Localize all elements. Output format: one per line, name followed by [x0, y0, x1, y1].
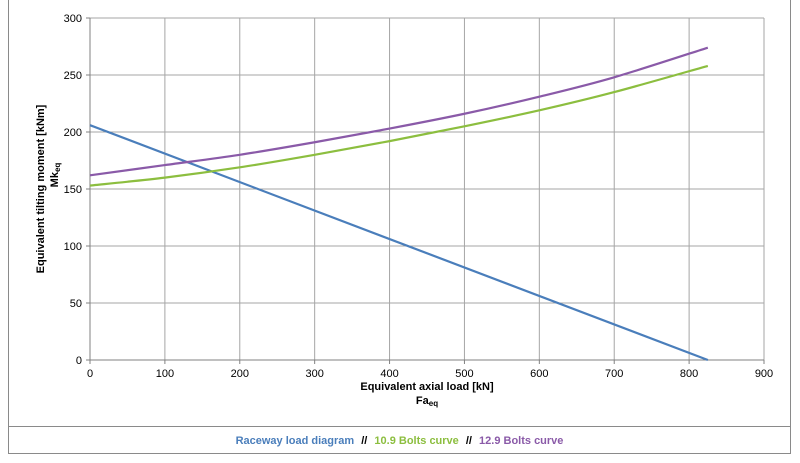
y-tick-label: 0 [76, 355, 82, 367]
x-axis-title: Equivalent axial load [kN] [360, 381, 494, 393]
grid-lines [89, 17, 765, 361]
chart-frame [8, 0, 791, 454]
legend-item-10-9-bolts: 10.9 Bolts curve [374, 435, 459, 447]
series-raceway-load-line [89, 124, 709, 362]
x-axis-symbol: Faeq [416, 395, 438, 408]
y-tick-label: 300 [64, 13, 82, 25]
y-axis-symbol-subscript: eq [53, 163, 62, 172]
y-tick-label: 250 [64, 70, 82, 82]
x-tick-label: 900 [755, 368, 773, 380]
y-tick-label: 150 [64, 184, 82, 196]
series-10-9-bolts-line [89, 64, 709, 187]
x-tick-label: 800 [680, 368, 698, 380]
x-axis-symbol-main: Fa [416, 395, 430, 407]
series-12-9-bolts-line [89, 46, 709, 177]
x-tick-label: 100 [156, 368, 174, 380]
x-tick-label: 700 [605, 368, 623, 380]
legend-item-raceway: Raceway load diagram [235, 435, 355, 447]
legend-separator: // [361, 435, 368, 447]
x-tick-label: 300 [305, 368, 323, 380]
legend-divider [8, 426, 791, 427]
x-tick-label: 0 [87, 368, 93, 380]
x-axis-symbol-subscript: eq [429, 399, 438, 408]
x-tick-label: 200 [231, 368, 249, 380]
y-tick-label: 50 [70, 298, 82, 310]
legend: Raceway load diagram // 10.9 Bolts curve… [8, 428, 791, 454]
legend-item-12-9-bolts: 12.9 Bolts curve [479, 435, 564, 447]
y-tick-labels: 0 50 100 150 200 250 300 [64, 13, 82, 367]
x-tick-label: 600 [530, 368, 548, 380]
x-tick-label: 400 [380, 368, 398, 380]
x-tick-label: 500 [455, 368, 473, 380]
line-chart: 0 100 200 300 400 500 600 700 800 900 0 50 100 150 20… [35, 13, 773, 408]
y-axis-title: Equivalent tilting moment [kNm] [35, 104, 47, 273]
series-lines [89, 46, 709, 362]
legend-separator: // [465, 435, 472, 447]
y-axis-symbol-main: Mk [49, 171, 61, 187]
x-tick-labels: 0 100 200 300 400 500 600 700 800 900 [87, 368, 773, 380]
y-tick-label: 200 [64, 127, 82, 139]
y-axis-symbol: Mkeq [49, 163, 62, 188]
y-tick-label: 100 [64, 241, 82, 253]
axes [86, 17, 765, 364]
